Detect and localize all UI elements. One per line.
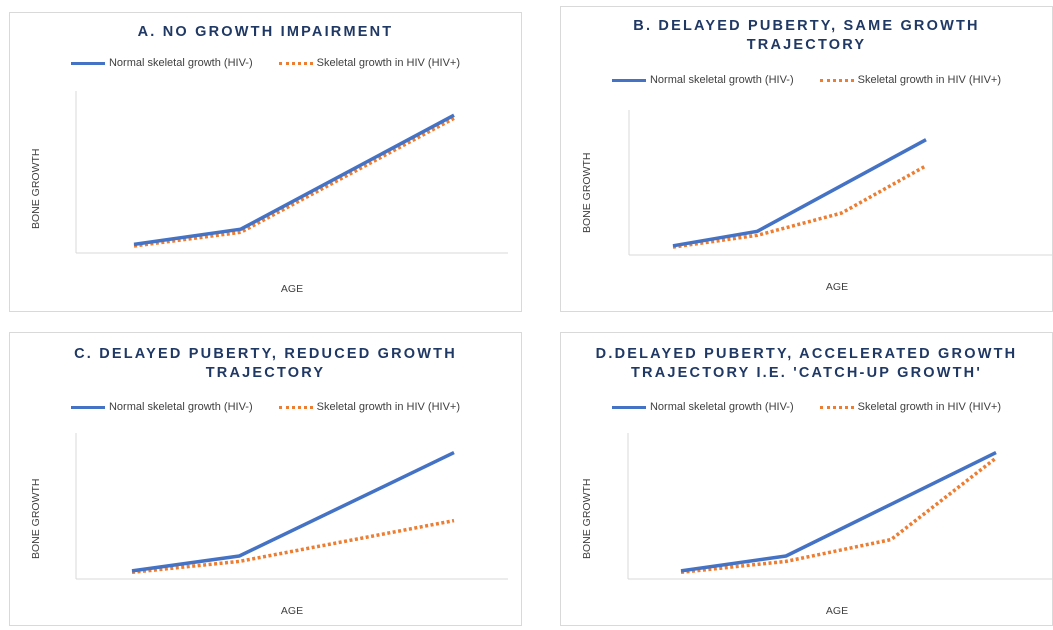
chart-title: B. DELAYED PUBERTY, SAME GROWTH TRAJECTO… [561, 17, 1052, 55]
plot-area [75, 433, 508, 580]
legend-item-hiv: Skeletal growth in HIV (HIV+) [278, 401, 461, 413]
title-line: C. DELAYED PUBERTY, REDUCED GROWTH [74, 346, 457, 362]
title-line: D.DELAYED PUBERTY, ACCELERATED GROWTH [595, 346, 1018, 362]
legend-item-hiv: Skeletal growth in HIV (HIV+) [278, 57, 461, 69]
title-line: TRAJECTORY I.E. 'CATCH-UP GROWTH' [631, 365, 982, 381]
legend-swatch-dotted-icon [278, 61, 313, 65]
title-line: A. NO GROWTH IMPAIRMENT [137, 24, 394, 40]
legend: Normal skeletal growth (HIV-) Skeletal g… [561, 74, 1052, 86]
chart-title: A. NO GROWTH IMPAIRMENT [10, 23, 521, 42]
chart-panel-c: C. DELAYED PUBERTY, REDUCED GROWTH TRAJE… [9, 332, 522, 626]
series-line-normal [133, 113, 455, 247]
x-axis-label: AGE [280, 283, 304, 295]
legend-label: Skeletal growth in HIV (HIV+) [316, 57, 461, 69]
legend-item-normal: Normal skeletal growth (HIV-) [611, 401, 794, 413]
legend-item-normal: Normal skeletal growth (HIV-) [70, 401, 253, 413]
series-line-normal [131, 451, 455, 573]
legend-swatch-solid-icon [611, 405, 646, 409]
plot-area [628, 110, 1053, 256]
title-line: B. DELAYED PUBERTY, SAME GROWTH [633, 18, 980, 34]
legend: Normal skeletal growth (HIV-) Skeletal g… [10, 401, 521, 413]
legend-swatch-solid-icon [70, 405, 105, 409]
legend-label: Normal skeletal growth (HIV-) [649, 74, 794, 86]
series-line-hiv [672, 164, 927, 249]
legend-label: Skeletal growth in HIV (HIV+) [857, 74, 1002, 86]
title-line: TRAJECTORY [746, 37, 867, 53]
x-axis-label: AGE [825, 281, 849, 293]
legend-swatch-solid-icon [611, 78, 646, 82]
chart-title: C. DELAYED PUBERTY, REDUCED GROWTH TRAJE… [10, 345, 521, 383]
series-line-hiv [133, 116, 455, 248]
chart-panel-d: D.DELAYED PUBERTY, ACCELERATED GROWTH TR… [560, 332, 1053, 626]
legend-swatch-dotted-icon [819, 78, 854, 82]
legend-swatch-solid-icon [70, 61, 105, 65]
x-axis-label: AGE [280, 605, 304, 617]
chart-title: D.DELAYED PUBERTY, ACCELERATED GROWTH TR… [561, 345, 1052, 383]
title-line: TRAJECTORY [205, 365, 326, 381]
legend-label: Normal skeletal growth (HIV-) [649, 401, 794, 413]
legend-item-hiv: Skeletal growth in HIV (HIV+) [819, 74, 1002, 86]
legend-label: Skeletal growth in HIV (HIV+) [316, 401, 461, 413]
series-line-normal [672, 138, 927, 248]
legend-swatch-dotted-icon [278, 405, 313, 409]
legend: Normal skeletal growth (HIV-) Skeletal g… [561, 401, 1052, 413]
plot-area [627, 433, 1053, 580]
legend-label: Normal skeletal growth (HIV-) [108, 57, 253, 69]
legend-item-normal: Normal skeletal growth (HIV-) [611, 74, 794, 86]
legend-label: Normal skeletal growth (HIV-) [108, 401, 253, 413]
legend-item-normal: Normal skeletal growth (HIV-) [70, 57, 253, 69]
series-line-normal [680, 451, 997, 573]
chart-panel-a: A. NO GROWTH IMPAIRMENT Normal skeletal … [9, 12, 522, 312]
chart-panel-b: B. DELAYED PUBERTY, SAME GROWTH TRAJECTO… [560, 6, 1053, 312]
legend-swatch-dotted-icon [819, 405, 854, 409]
legend: Normal skeletal growth (HIV-) Skeletal g… [10, 57, 521, 69]
legend-item-hiv: Skeletal growth in HIV (HIV+) [819, 401, 1002, 413]
x-axis-label: AGE [825, 605, 849, 617]
series-line-hiv [131, 518, 455, 575]
legend-label: Skeletal growth in HIV (HIV+) [857, 401, 1002, 413]
plot-area [75, 91, 508, 254]
